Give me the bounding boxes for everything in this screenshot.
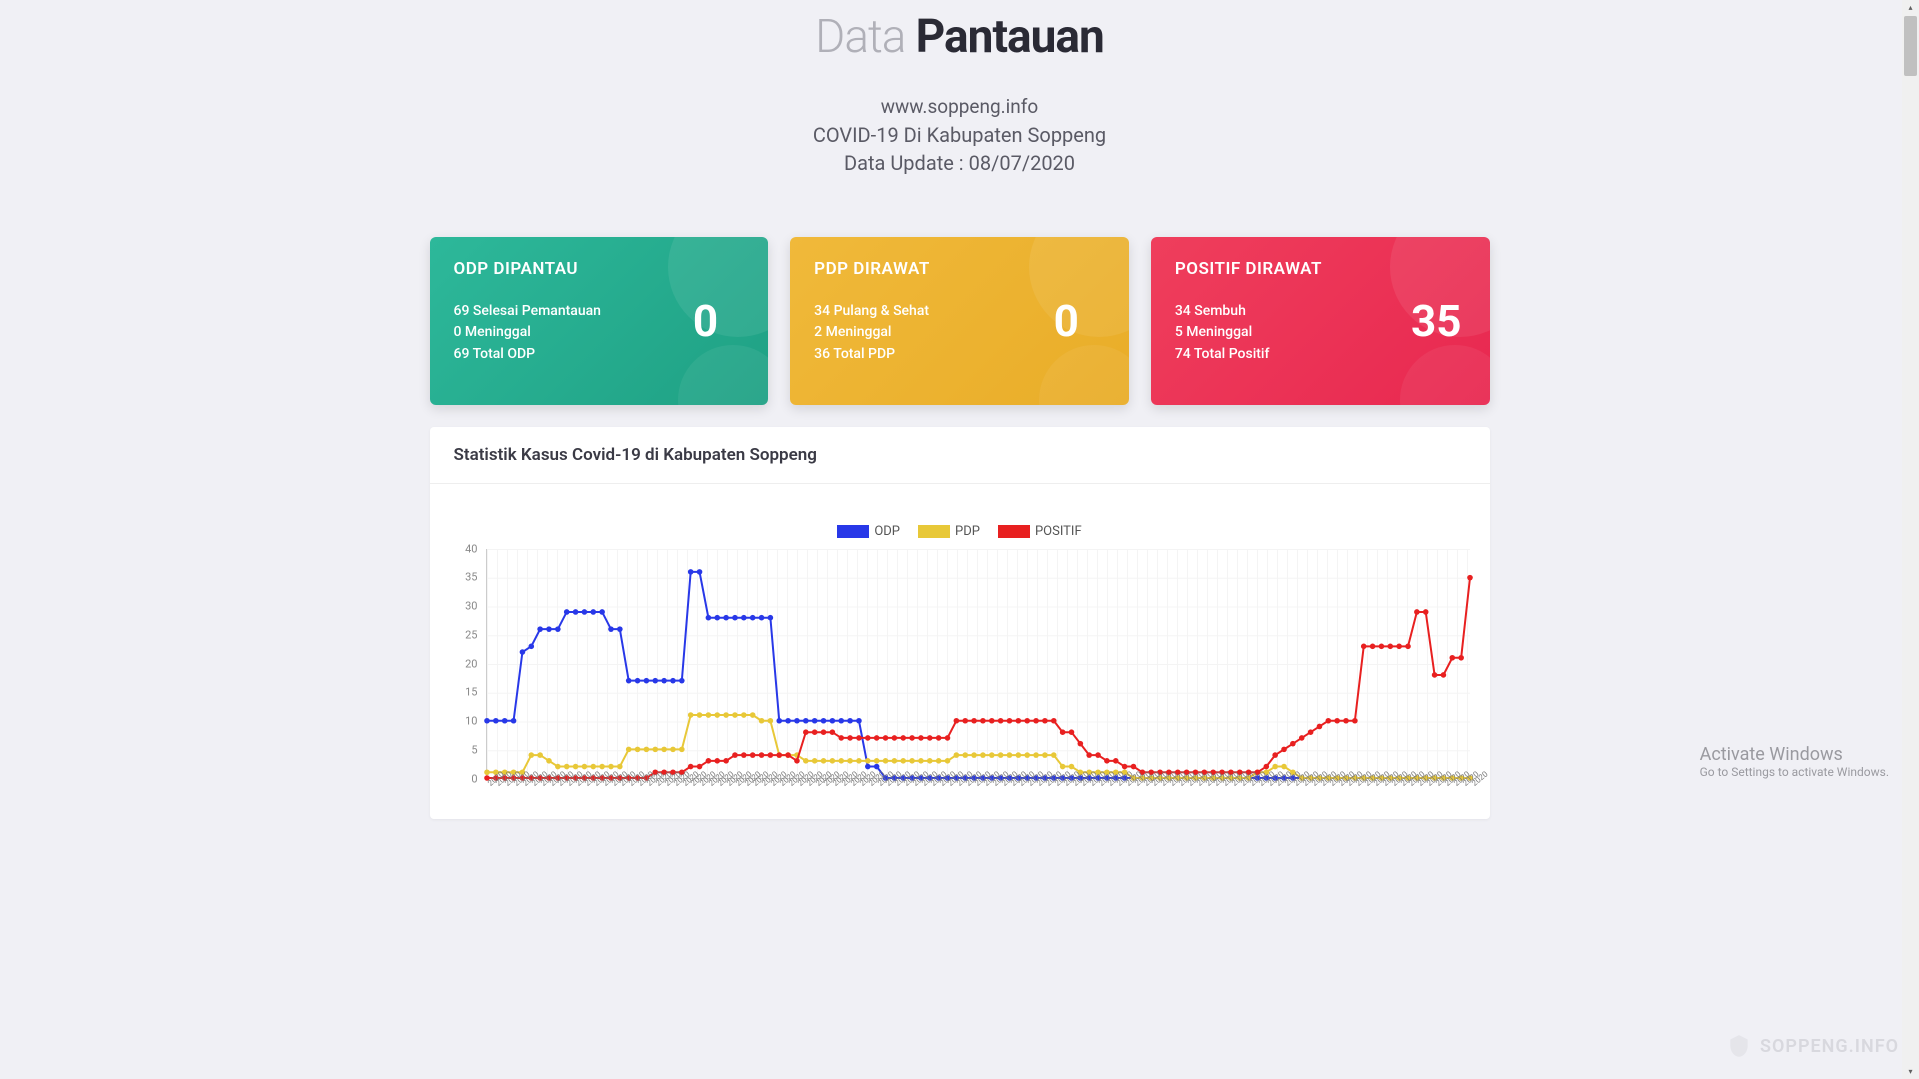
scroll-up-icon[interactable]: ▴ xyxy=(1904,0,1917,15)
y-axis: 0510152025303540 xyxy=(450,549,482,779)
title-light: Data xyxy=(815,10,915,64)
legend-pdp-label: PDP xyxy=(955,524,980,539)
scroll-down-icon[interactable]: ▾ xyxy=(1904,1064,1917,1079)
x-axis-labels: 2020202020202020202020202020202020202020… xyxy=(486,781,1470,811)
windows-watermark: Activate Windows Go to Settings to activ… xyxy=(1700,744,1889,779)
site-desc: COVID-19 Di Kabupaten Soppeng xyxy=(430,121,1490,149)
legend-odp-label: ODP xyxy=(874,524,900,539)
scrollbar-thumb[interactable] xyxy=(1904,16,1917,76)
scrollbar[interactable]: ▴ ▾ xyxy=(1902,0,1919,1079)
card-pdp-line1: 34 Pulang & Sehat xyxy=(814,301,1105,323)
card-pdp-line3: 36 Total PDP xyxy=(814,344,1105,366)
legend-odp: ODP xyxy=(837,524,900,539)
chart-plot xyxy=(486,549,1470,779)
legend-odp-swatch xyxy=(837,525,869,538)
card-odp-number: 0 xyxy=(693,295,718,347)
card-odp-title: ODP DIPANTAU xyxy=(454,259,745,279)
chart-title: Statistik Kasus Covid-19 di Kabupaten So… xyxy=(430,427,1490,484)
card-odp-line3: 69 Total ODP xyxy=(454,344,745,366)
watermark-line1: Activate Windows xyxy=(1700,744,1889,765)
legend-pdp: PDP xyxy=(918,524,980,539)
legend-pdp-swatch xyxy=(918,525,950,538)
site-url: www.soppeng.info xyxy=(430,94,1490,121)
legend-positif-swatch xyxy=(998,525,1030,538)
subtitle-block: www.soppeng.info COVID-19 Di Kabupaten S… xyxy=(430,94,1490,177)
legend-positif: POSITIF xyxy=(998,524,1082,539)
brand-icon xyxy=(1726,1033,1752,1059)
card-pdp-title: PDP DIRAWAT xyxy=(814,259,1105,279)
chart-panel: Statistik Kasus Covid-19 di Kabupaten So… xyxy=(430,427,1490,819)
card-positif-title: POSITIF DIRAWAT xyxy=(1175,259,1466,279)
update-date: Data Update : 08/07/2020 xyxy=(430,149,1490,177)
card-pdp-number: 0 xyxy=(1054,295,1079,347)
chart-area: 0510152025303540 20202020202020202020202… xyxy=(486,549,1470,809)
card-positif-line3: 74 Total Positif xyxy=(1175,344,1466,366)
watermark-line2: Go to Settings to activate Windows. xyxy=(1700,765,1889,779)
card-odp-line1: 69 Selesai Pemantauan xyxy=(454,301,745,323)
brand-text: SOPPENG.INFO xyxy=(1760,1036,1899,1057)
card-odp: ODP DIPANTAU 69 Selesai Pemantauan 0 Men… xyxy=(430,237,769,405)
card-positif-number: 35 xyxy=(1411,295,1462,347)
card-positif: POSITIF DIRAWAT 34 Sembuh 5 Meninggal 74… xyxy=(1151,237,1490,405)
card-pdp: PDP DIRAWAT 34 Pulang & Sehat 2 Meningga… xyxy=(790,237,1129,405)
card-positif-line1: 34 Sembuh xyxy=(1175,301,1466,323)
chart-legend: ODP PDP POSITIF xyxy=(450,524,1470,539)
chart-svg xyxy=(487,549,1470,778)
page-title: Data Pantauan xyxy=(430,10,1490,64)
title-bold: Pantauan xyxy=(916,10,1104,64)
brand-watermark: SOPPENG.INFO xyxy=(1726,1033,1899,1059)
legend-positif-label: POSITIF xyxy=(1035,524,1082,539)
